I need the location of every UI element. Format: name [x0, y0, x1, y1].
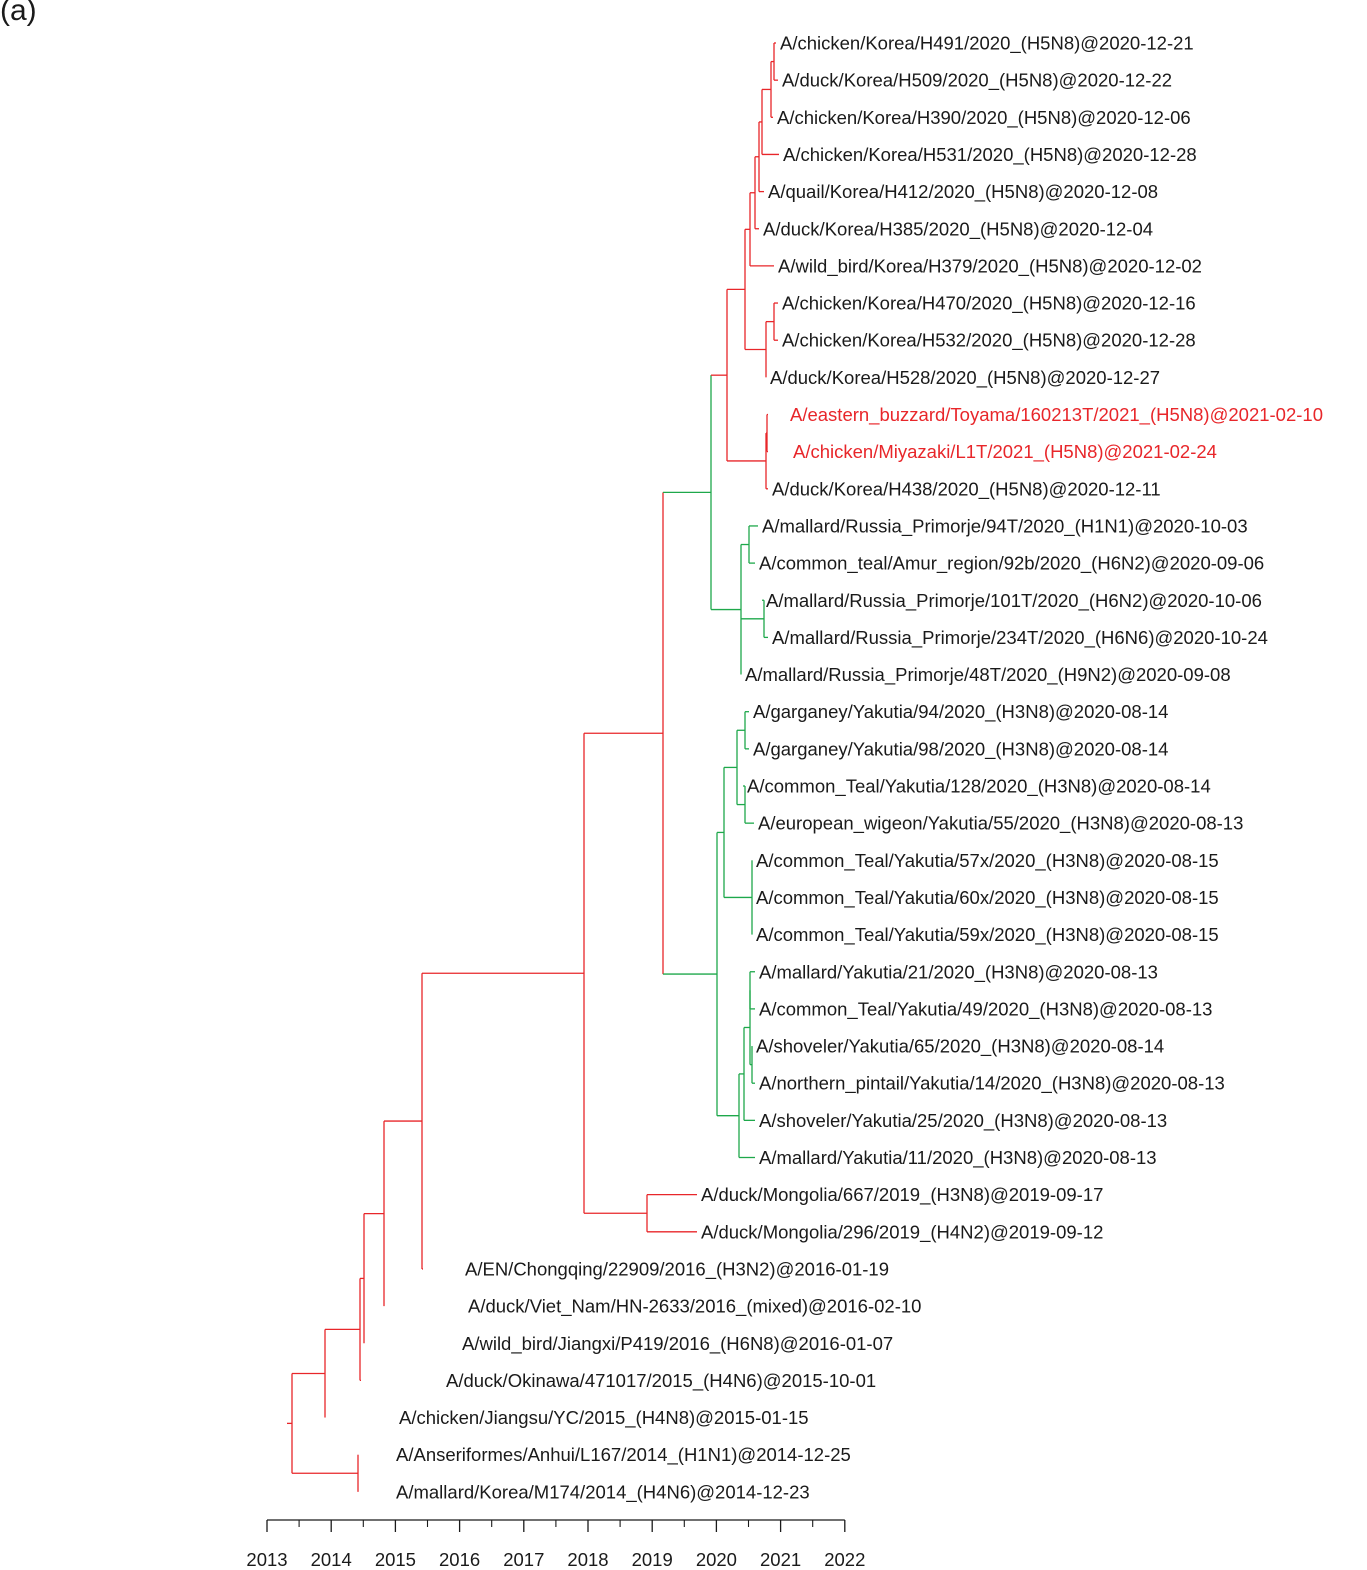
- leaf-label: A/mallard/Yakutia/21/2020_(H3N8)@2020-08…: [759, 961, 1158, 983]
- leaf-label: A/chicken/Korea/H470/2020_(H5N8)@2020-12…: [782, 293, 1196, 315]
- leaf-label: A/common_Teal/Yakutia/49/2020_(H3N8)@202…: [759, 998, 1212, 1020]
- tree-branches: [287, 42, 779, 1492]
- leaf-label: A/wild_bird/Korea/H379/2020_(H5N8)@2020-…: [778, 255, 1202, 277]
- leaf-label: A/common_Teal/Yakutia/60x/2020_(H3N8)@20…: [756, 887, 1219, 909]
- leaf-label: A/duck/Korea/H385/2020_(H5N8)@2020-12-04: [763, 218, 1153, 240]
- axis-tick-label: 2015: [375, 1549, 416, 1570]
- highlighted-leaf-label: A/chicken/Miyazaki/L1T/2021_(H5N8)@2021-…: [793, 441, 1217, 463]
- leaf-label: A/duck/Mongolia/296/2019_(H4N2)@2019-09-…: [701, 1221, 1103, 1243]
- time-axis: 2013 2014 2015 2016 2017 2018 2019 2020 2021 2022: [246, 1519, 865, 1570]
- leaf-label: A/duck/Okinawa/471017/2015_(H4N6)@2015-1…: [446, 1370, 876, 1392]
- leaf-label: A/mallard/Russia_Primorje/94T/2020_(H1N1…: [762, 515, 1248, 537]
- axis-tick-label: 2018: [567, 1549, 608, 1570]
- leaf-label: A/chicken/Jiangsu/YC/2015_(H4N8)@2015-01…: [399, 1407, 809, 1429]
- axis-tick-label: 2022: [824, 1549, 865, 1570]
- leaf-label: A/common_teal/Amur_region/92b/2020_(H6N2…: [759, 553, 1264, 575]
- leaf-label: A/common_Teal/Yakutia/57x/2020_(H3N8)@20…: [756, 850, 1219, 872]
- leaf-label: A/chicken/Korea/H390/2020_(H5N8)@2020-12…: [777, 107, 1191, 129]
- leaf-label: A/mallard/Russia_Primorje/101T/2020_(H6N…: [766, 590, 1262, 612]
- leaf-label: A/chicken/Korea/H532/2020_(H5N8)@2020-12…: [782, 330, 1196, 352]
- axis-tick-label: 2020: [696, 1549, 737, 1570]
- axis-tick-label: 2019: [632, 1549, 673, 1570]
- leaf-label: A/chicken/Korea/H491/2020_(H5N8)@2020-12…: [780, 33, 1194, 55]
- axis-tick-label: 2016: [439, 1549, 480, 1570]
- leaf-label: A/EN/Chongqing/22909/2016_(H3N2)@2016-01…: [465, 1258, 889, 1280]
- leaf-label: A/garganey/Yakutia/98/2020_(H3N8)@2020-0…: [753, 738, 1168, 760]
- leaf-labels: A/chicken/Korea/H491/2020_(H5N8)@2020-12…: [396, 33, 1323, 1504]
- leaf-label: A/duck/Korea/H509/2020_(H5N8)@2020-12-22: [782, 70, 1172, 92]
- leaf-label: A/Anseriformes/Anhui/L167/2014_(H1N1)@20…: [396, 1444, 851, 1466]
- leaf-label: A/mallard/Russia_Primorje/234T/2020_(H6N…: [772, 627, 1268, 649]
- leaf-label: A/common_Teal/Yakutia/128/2020_(H3N8)@20…: [747, 776, 1211, 798]
- leaf-label: A/duck/Korea/H438/2020_(H5N8)@2020-12-11: [772, 478, 1161, 500]
- leaf-label: A/garganey/Yakutia/94/2020_(H3N8)@2020-0…: [753, 701, 1168, 723]
- axis-tick-label: 2013: [246, 1549, 287, 1570]
- highlighted-leaf-label: A/eastern_buzzard/Toyama/160213T/2021_(H…: [790, 404, 1323, 426]
- leaf-label: A/mallard/Korea/M174/2014_(H4N6)@2014-12…: [396, 1481, 810, 1503]
- leaf-label: A/northern_pintail/Yakutia/14/2020_(H3N8…: [759, 1073, 1225, 1095]
- leaf-label: A/duck/Mongolia/667/2019_(H3N8)@2019-09-…: [701, 1184, 1103, 1206]
- axis-tick-label: 2021: [760, 1549, 801, 1570]
- leaf-label: A/duck/Korea/H528/2020_(H5N8)@2020-12-27: [770, 367, 1160, 389]
- axis-tick-label: 2017: [503, 1549, 544, 1570]
- axis-tick-label: 2014: [311, 1549, 352, 1570]
- panel-label: (a): [0, 0, 37, 27]
- leaf-label: A/shoveler/Yakutia/25/2020_(H3N8)@2020-0…: [759, 1110, 1167, 1132]
- leaf-label: A/mallard/Yakutia/11/2020_(H3N8)@2020-08…: [759, 1147, 1157, 1169]
- leaf-label: A/chicken/Korea/H531/2020_(H5N8)@2020-12…: [783, 144, 1197, 166]
- leaf-label: A/european_wigeon/Yakutia/55/2020_(H3N8)…: [758, 813, 1243, 835]
- leaf-label: A/shoveler/Yakutia/65/2020_(H3N8)@2020-0…: [756, 1036, 1164, 1058]
- leaf-label: A/quail/Korea/H412/2020_(H5N8)@2020-12-0…: [768, 181, 1158, 203]
- leaf-label: A/mallard/Russia_Primorje/48T/2020_(H9N2…: [745, 664, 1231, 686]
- leaf-label: A/common_Teal/Yakutia/59x/2020_(H3N8)@20…: [756, 924, 1219, 946]
- leaf-label: A/duck/Viet_Nam/HN-2633/2016_(mixed)@201…: [468, 1296, 921, 1318]
- leaf-label: A/wild_bird/Jiangxi/P419/2016_(H6N8)@201…: [462, 1333, 893, 1355]
